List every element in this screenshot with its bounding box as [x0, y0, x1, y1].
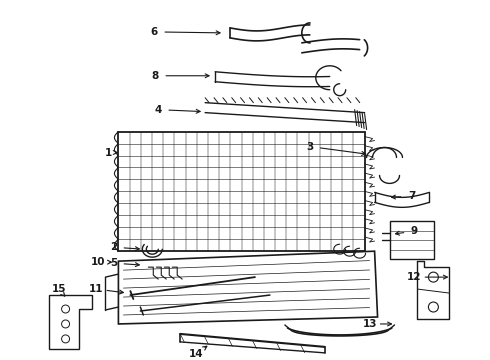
Text: 2: 2: [110, 242, 117, 252]
Text: 6: 6: [150, 27, 158, 37]
Text: 9: 9: [411, 226, 418, 236]
Bar: [119, 131, 365, 251]
Text: 13: 13: [362, 319, 377, 329]
Text: 14: 14: [189, 349, 203, 359]
Text: 11: 11: [89, 284, 104, 294]
Text: 4: 4: [154, 105, 162, 114]
Text: 3: 3: [306, 141, 314, 152]
Text: 15: 15: [51, 284, 66, 294]
Text: 8: 8: [152, 71, 159, 81]
Text: 1: 1: [105, 148, 112, 158]
Text: 10: 10: [91, 257, 106, 267]
Bar: [390, 221, 435, 259]
Polygon shape: [119, 251, 378, 324]
Text: 12: 12: [407, 272, 422, 282]
Polygon shape: [49, 295, 93, 349]
Text: 5: 5: [110, 258, 117, 268]
Text: 7: 7: [408, 192, 415, 201]
